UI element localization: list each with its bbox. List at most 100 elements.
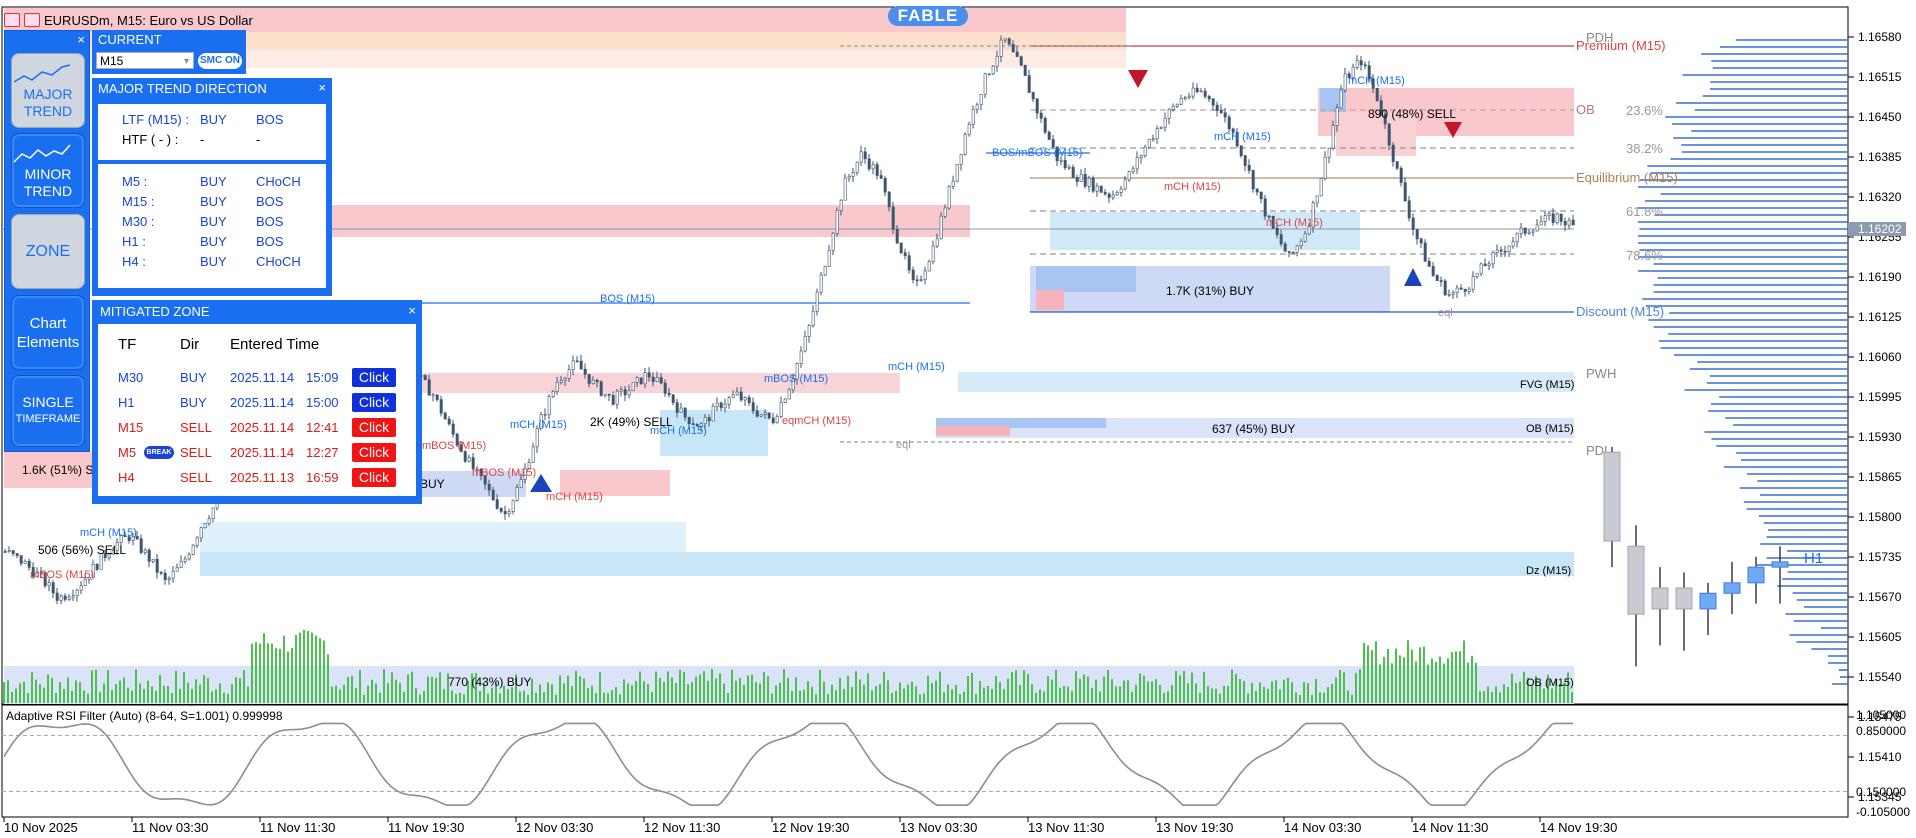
htf-candle-body	[1627, 545, 1645, 615]
candle-body	[127, 536, 131, 541]
header-tf: TF	[118, 336, 137, 353]
candle-body	[147, 549, 151, 562]
close-icon[interactable]: ×	[77, 32, 85, 47]
major-trend-label: MAJOR	[23, 85, 73, 102]
candle-body	[51, 582, 55, 594]
candle-body	[751, 402, 755, 412]
candle-body	[1219, 110, 1223, 114]
candle-body	[1451, 292, 1455, 295]
sell-signal-icon	[1444, 122, 1462, 138]
candle-body	[1543, 215, 1547, 222]
candle-body	[131, 536, 135, 541]
candle-body	[515, 487, 519, 501]
candle-body	[571, 360, 575, 370]
candle-body	[843, 177, 847, 201]
candle-body	[671, 394, 675, 403]
click-button[interactable]: Click	[352, 393, 396, 412]
buy-signal-icon	[530, 474, 552, 492]
candle-body	[507, 511, 511, 515]
click-button[interactable]: Click	[352, 443, 396, 462]
candle-body	[479, 468, 483, 476]
y-tick-label: 1.15345	[1858, 790, 1902, 804]
candle-body	[775, 416, 779, 424]
current-timeframe-panel: CURRENT M15 SMC ON	[92, 30, 246, 74]
structure-label: mBOS (M15)	[30, 569, 94, 581]
mitigated-title: MITIGATED ZONE	[100, 304, 210, 319]
candle-body	[1003, 38, 1007, 41]
structure-label: eql	[1438, 307, 1453, 319]
menu-icon[interactable]	[4, 13, 20, 27]
candle-body	[503, 511, 507, 515]
x-tick-label: 11 Nov 11:30	[260, 820, 335, 835]
htf-label: H1	[1804, 550, 1823, 567]
minor-trend-label2: TREND	[23, 182, 73, 199]
mitigated-zone-panel: MITIGATED ZONE × TF Dir Entered Time M30…	[92, 300, 422, 504]
candle-body	[179, 561, 183, 568]
y-tick-label: 1.15865	[1858, 470, 1902, 484]
timeframe-select[interactable]: M15	[96, 52, 194, 70]
candle-body	[1095, 185, 1099, 192]
candle-body	[1371, 78, 1375, 89]
candle-body	[535, 428, 539, 448]
zone-box	[200, 552, 1574, 576]
candle-body	[727, 397, 731, 405]
candle-body	[995, 56, 999, 67]
cell-date: 2025.11.14	[230, 370, 295, 385]
click-button[interactable]: Click	[352, 368, 396, 387]
candle-body	[1291, 251, 1295, 254]
candle-body	[755, 410, 759, 417]
candle-body	[635, 377, 639, 383]
candle-body	[1319, 178, 1323, 197]
candle-body	[7, 550, 11, 552]
cell-dir: SELL	[180, 470, 212, 485]
zone-box	[1336, 112, 1416, 156]
zone-label: BUY	[420, 477, 445, 491]
major-trend-button[interactable]: MAJOR TREND	[11, 53, 85, 128]
cell-date: 2025.11.14	[230, 445, 295, 460]
structure-label: mCH (M15)	[80, 527, 137, 539]
header-dir: Dir	[180, 336, 200, 353]
trend-tf: M15 :	[122, 194, 155, 209]
candle-body	[1015, 51, 1019, 57]
candle-body	[1351, 66, 1355, 79]
y-tick-label: 1.15540	[1858, 670, 1902, 684]
candle-body	[867, 158, 871, 170]
timeframe-label: TIMEFRAME	[15, 413, 81, 425]
close-icon[interactable]: ×	[318, 80, 326, 95]
rsi-title: Adaptive RSI Filter (Auto) (8-64, S=1.00…	[6, 709, 283, 723]
candle-body	[815, 291, 819, 312]
candle-body	[1023, 64, 1027, 76]
smc-toggle-button[interactable]: SMC ON	[198, 53, 242, 69]
candle-body	[831, 233, 835, 251]
click-button[interactable]: Click	[352, 418, 396, 437]
chart-elements-button[interactable]: Chart Elements	[11, 295, 85, 370]
candle-body	[611, 395, 615, 405]
zone-button[interactable]: ZONE	[11, 214, 85, 289]
candle-body	[151, 558, 155, 562]
candle-body	[687, 416, 691, 424]
header-time: Entered Time	[230, 336, 320, 353]
chart-icon[interactable]	[24, 13, 40, 27]
close-icon[interactable]: ×	[408, 303, 416, 318]
candle-body	[1195, 87, 1199, 92]
candle-body	[123, 535, 127, 538]
candle-body	[679, 407, 683, 413]
candle-body	[187, 554, 191, 560]
candle-body	[999, 39, 1003, 57]
candle-body	[1567, 219, 1571, 226]
candle-body	[1387, 123, 1391, 146]
trend-summary-box: LTF (M15) : BUY BOS HTF ( - ) : - -	[98, 104, 326, 160]
candle-body	[979, 94, 983, 106]
structure-label: mCH (M15)	[650, 425, 707, 437]
candle-body	[1243, 155, 1247, 166]
single-timeframe-button[interactable]: SINGLE TIMEFRAME	[11, 375, 85, 447]
level-label: Equilibrium (M15)	[1576, 170, 1678, 185]
level-label: OB	[1576, 102, 1595, 117]
click-button[interactable]: Click	[352, 468, 396, 487]
candle-body	[1191, 87, 1195, 97]
zone-label: 1.6K (51%) S	[22, 463, 93, 477]
cell-tf: M5	[118, 445, 137, 460]
zone-label: 1.7K (31%) BUY	[1166, 284, 1254, 298]
fable-banner[interactable]: FABLE	[888, 6, 968, 26]
minor-trend-button[interactable]: MINOR TREND	[11, 133, 85, 208]
